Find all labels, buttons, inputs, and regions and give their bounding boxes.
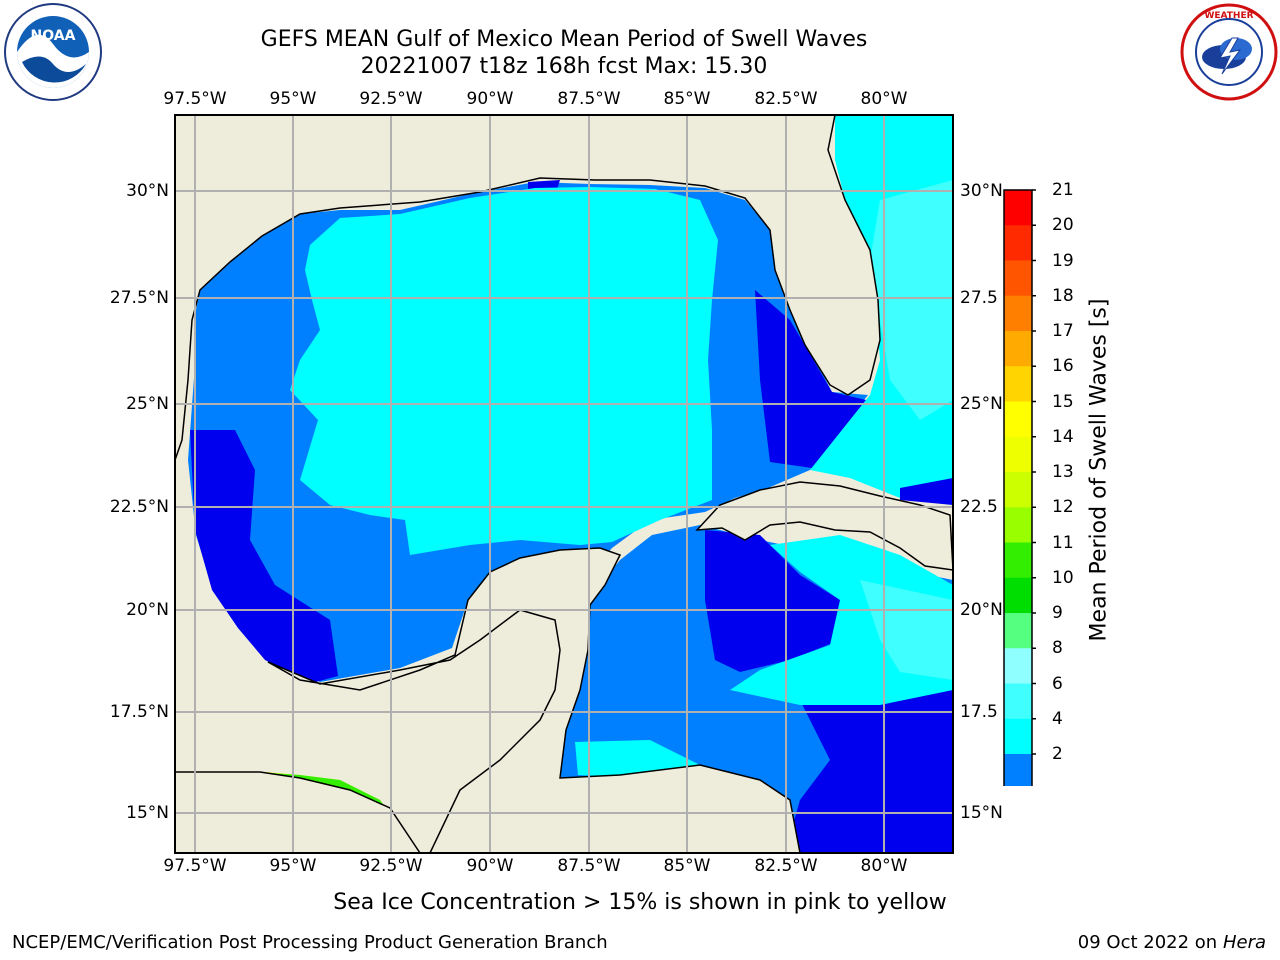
caribbean-band-lt2-a <box>705 530 840 672</box>
chart-subtitle: 20221007 t18z 168h fcst Max: 15.30 <box>360 54 768 79</box>
svg-text:NOAA: NOAA <box>31 28 76 44</box>
colorbar-tick-label: 12 <box>1052 497 1074 518</box>
colorbar-segment <box>1004 613 1032 649</box>
lon-label-top: 95°W <box>269 89 317 109</box>
atlantic-band-6-8 <box>870 180 953 420</box>
colorbar-segment <box>1004 401 1032 438</box>
colorbar-segment <box>1004 190 1032 226</box>
colorbar-tick-label: 9 <box>1052 603 1063 623</box>
us-land <box>175 115 881 461</box>
lat-label-left: 27.5°N <box>109 288 169 308</box>
lon-label-bottom: 95°W <box>269 856 317 876</box>
colorbar-segment <box>1004 366 1032 402</box>
colorbar-segment <box>1004 436 1032 473</box>
lat-label-right: 22.5 <box>960 497 998 517</box>
colorbar-tick-label: 20 <box>1052 215 1074 236</box>
footer-host: Hera <box>1222 932 1266 953</box>
lon-label-top: 85°W <box>663 89 711 109</box>
lat-label-right: 15°N <box>960 803 1003 823</box>
lon-label-top: 82.5°W <box>754 89 818 109</box>
colorbar <box>1003 189 1036 786</box>
colorbar-tick-label: 14 <box>1052 426 1074 447</box>
colorbar-segment <box>1004 718 1032 755</box>
colorbar-segment <box>1004 331 1032 367</box>
lat-label-right: 20°N <box>960 600 1003 620</box>
footer-credit: NCEP/EMC/Verification Post Processing Pr… <box>12 932 608 953</box>
gulf-band-4-6 <box>290 187 718 555</box>
lat-label-right: 27.5 <box>960 288 998 308</box>
lat-label-left: 15°N <box>126 803 169 823</box>
atlantic-band-lt2 <box>900 478 953 505</box>
lon-label-bottom: 85°W <box>663 856 711 876</box>
svg-text:WEATHER: WEATHER <box>1204 11 1253 21</box>
lat-label-left: 20°N <box>126 600 169 620</box>
colorbar-tick-label: 17 <box>1052 321 1074 341</box>
colorbar-tick-label: 18 <box>1052 285 1074 306</box>
lat-label-left: 25°N <box>126 394 169 414</box>
lon-label-bottom: 92.5°W <box>359 856 423 876</box>
lon-label-bottom: 87.5°W <box>557 856 621 876</box>
colorbar-segment <box>1004 754 1032 786</box>
map-gridlines <box>175 115 953 853</box>
map-frame <box>174 114 954 854</box>
colorbar-segment <box>1004 225 1032 261</box>
colorbar-segment <box>1004 507 1032 543</box>
nws-logo: WEATHER <box>1180 3 1278 101</box>
colorbar-segment <box>1004 683 1032 720</box>
colorbar-tick-label: 11 <box>1052 532 1074 553</box>
cuba-land <box>695 481 953 571</box>
lon-label-bottom: 97.5°W <box>163 856 227 876</box>
lat-label-right: 17.5 <box>960 702 998 722</box>
lat-label-right: 25°N <box>960 394 1003 414</box>
colorbar-tick-label: 4 <box>1052 708 1063 729</box>
colorbar-segment <box>1004 472 1032 508</box>
lon-label-bottom: 82.5°W <box>754 856 818 876</box>
lon-label-bottom: 90°W <box>466 856 514 876</box>
footer-date-text: 09 Oct 2022 on <box>1077 932 1223 953</box>
lon-label-top: 87.5°W <box>557 89 621 109</box>
colorbar-segment <box>1004 260 1032 297</box>
colorbar-tick-label: 21 <box>1052 180 1074 200</box>
colorbar-tick-label: 15 <box>1052 391 1074 412</box>
sea-ice-caption: Sea Ice Concentration > 15% is shown in … <box>333 890 947 915</box>
lat-label-left: 22.5°N <box>109 497 169 517</box>
colorbar-tick-label: 13 <box>1052 462 1074 482</box>
colorbar-segment <box>1004 577 1032 614</box>
gulf-band-lt2-florida <box>755 290 866 468</box>
lon-label-top: 97.5°W <box>163 89 227 109</box>
colorbar-segment <box>1004 542 1032 579</box>
lat-label-left: 17.5°N <box>109 702 169 722</box>
lon-label-top: 90°W <box>466 89 514 109</box>
gulf-band-lt2-west <box>190 430 338 683</box>
colorbar-label: Mean Period of Swell Waves [s] <box>1086 298 1112 642</box>
colorbar-frame <box>1003 189 1033 786</box>
colorbar-tick-label: 16 <box>1052 356 1074 377</box>
lon-label-top: 80°W <box>860 89 908 109</box>
chart-title: GEFS MEAN Gulf of Mexico Mean Period of … <box>260 27 868 52</box>
colorbar-tick-label: 10 <box>1052 567 1074 588</box>
lon-label-top: 92.5°W <box>359 89 423 109</box>
lat-label-right: 30°N <box>960 181 1003 201</box>
colorbar-segment <box>1004 295 1032 332</box>
colorbar-tick-label: 2 <box>1052 744 1063 764</box>
lon-label-bottom: 80°W <box>860 856 908 876</box>
noaa-logo: NOAA <box>4 3 102 101</box>
map-plot-area <box>175 115 953 853</box>
colorbar-tick-label: 6 <box>1052 673 1063 694</box>
lat-label-left: 30°N <box>126 181 169 201</box>
footer-date: 09 Oct 2022 on Hera <box>1078 932 1266 953</box>
colorbar-segment <box>1004 648 1032 684</box>
colorbar-tick-label: 8 <box>1052 638 1063 659</box>
colorbar-tick-label: 19 <box>1052 250 1074 271</box>
yucatan-land <box>175 547 801 853</box>
